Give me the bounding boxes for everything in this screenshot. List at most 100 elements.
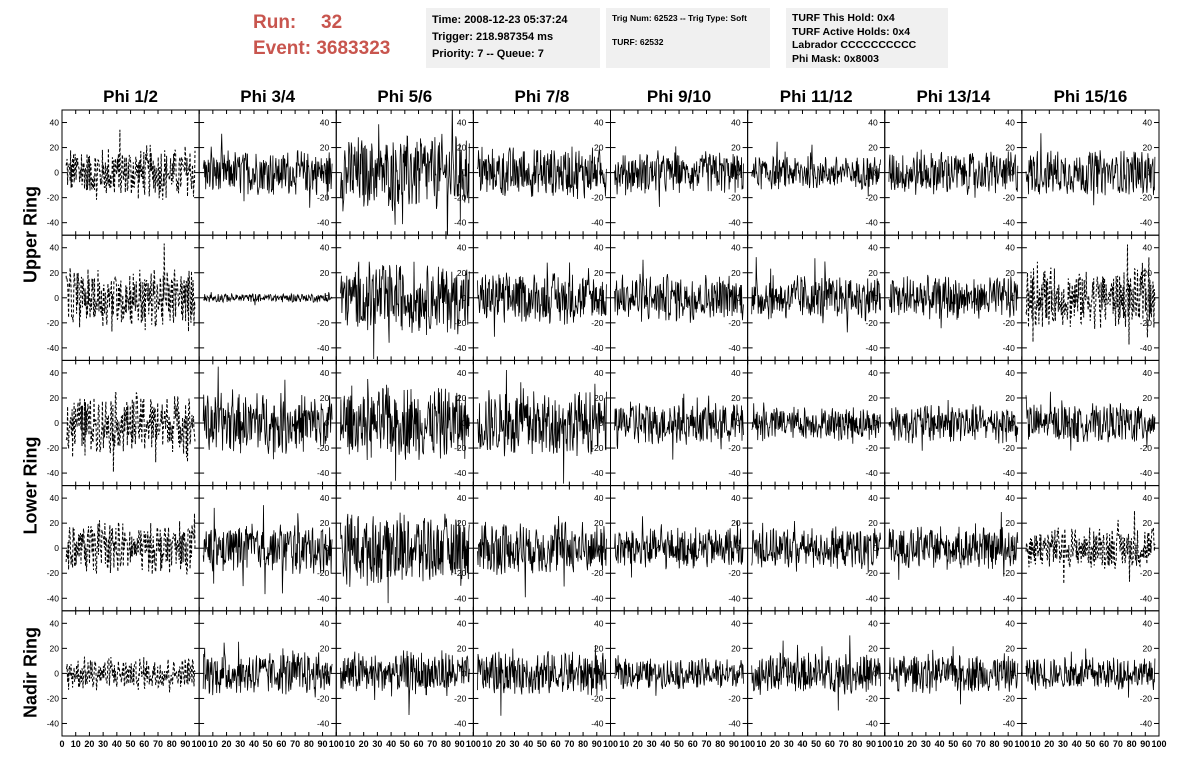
waveform-trace (614, 393, 744, 460)
y-tick-label: -40 (454, 468, 467, 478)
y-tick-label: 20 (320, 393, 330, 403)
y-tick-label: -40 (865, 218, 878, 228)
y-tick-label: 20 (1005, 143, 1015, 153)
y-tick-label: 20 (731, 393, 741, 403)
x-tick-label: 90 (1140, 739, 1150, 749)
x-tick-label: 80 (578, 739, 588, 749)
y-tick-label: 20 (1143, 143, 1153, 153)
x-tick-label: 70 (701, 739, 711, 749)
x-tick-label: 100 (740, 739, 755, 749)
y-tick-label: -20 (591, 443, 604, 453)
x-tick-label: 100 (1014, 739, 1029, 749)
y-tick-label: 40 (594, 618, 604, 628)
y-tick-label: 40 (50, 118, 60, 128)
waveform-trace (340, 512, 470, 604)
y-tick-label: -40 (1003, 468, 1016, 478)
x-tick-label: 40 (797, 739, 807, 749)
x-tick-label: 60 (1099, 739, 1109, 749)
x-tick-label: 10 (893, 739, 903, 749)
y-tick-label: 20 (50, 643, 60, 653)
x-tick-label: 50 (948, 739, 958, 749)
x-tick-label: 30 (372, 739, 382, 749)
x-tick-label: 100 (1151, 739, 1166, 749)
y-tick-label: 40 (731, 493, 741, 503)
y-tick-label: 20 (50, 393, 60, 403)
y-tick-label: -20 (728, 443, 741, 453)
y-tick-label: -20 (1140, 693, 1153, 703)
x-tick-label: 40 (249, 739, 259, 749)
y-tick-label: -40 (47, 343, 60, 353)
waveform-trace (65, 513, 196, 575)
phi-mask-text: Phi Mask: 0x8003 (792, 52, 879, 65)
y-tick-label: 0 (873, 418, 878, 428)
x-tick-label: 10 (619, 739, 629, 749)
x-tick-label: 50 (1085, 739, 1095, 749)
x-tick-label: 70 (976, 739, 986, 749)
y-tick-label: -40 (865, 468, 878, 478)
y-tick-label: 20 (1143, 518, 1153, 528)
event-label: Event: (253, 38, 312, 59)
x-tick-label: 100 (192, 739, 207, 749)
y-tick-label: 40 (868, 118, 878, 128)
x-tick-label: 30 (1058, 739, 1068, 749)
y-tick-label: -20 (317, 193, 330, 203)
x-tick-label: 100 (603, 739, 618, 749)
y-tick-label: 40 (320, 368, 330, 378)
y-tick-label: -40 (865, 343, 878, 353)
y-tick-label: 20 (868, 393, 878, 403)
y-tick-label: -40 (47, 593, 60, 603)
y-tick-label: -20 (47, 318, 60, 328)
y-tick-label: 0 (462, 168, 467, 178)
y-tick-label: -20 (865, 443, 878, 453)
y-tick-label: 20 (457, 518, 467, 528)
y-tick-label: 40 (1005, 618, 1015, 628)
waveform-trace (751, 257, 881, 333)
y-tick-label: 20 (868, 518, 878, 528)
y-tick-label: 20 (457, 643, 467, 653)
y-tick-label: -40 (728, 218, 741, 228)
y-tick-label: -20 (591, 568, 604, 578)
y-tick-label: -20 (454, 443, 467, 453)
y-tick-label: -40 (317, 718, 330, 728)
waveform-trace (202, 366, 333, 460)
y-tick-label: -40 (591, 593, 604, 603)
y-tick-label: 40 (457, 618, 467, 628)
y-tick-label: -20 (591, 318, 604, 328)
x-tick-label: 80 (852, 739, 862, 749)
x-tick-label: 0 (59, 739, 64, 749)
y-tick-label: -40 (728, 343, 741, 353)
y-tick-label: 0 (873, 543, 878, 553)
run-event-header: Run: 32 Event: 3683323 (253, 10, 390, 62)
y-tick-label: -40 (317, 468, 330, 478)
y-tick-label: -20 (728, 193, 741, 203)
y-tick-label: -20 (47, 443, 60, 453)
y-tick-label: 40 (1005, 243, 1015, 253)
y-tick-label: 40 (457, 243, 467, 253)
waveform-trace (202, 641, 333, 698)
x-tick-label: 30 (921, 739, 931, 749)
waveform-trace (203, 292, 333, 306)
y-tick-label: 40 (731, 118, 741, 128)
waveform-trace (751, 402, 881, 444)
y-tick-label: 20 (594, 518, 604, 528)
y-tick-label: 40 (457, 368, 467, 378)
x-tick-label: 10 (482, 739, 492, 749)
y-tick-label: -20 (1003, 193, 1016, 203)
waveform-trace (614, 259, 744, 323)
y-tick-label: 0 (736, 418, 741, 428)
x-tick-label: 40 (386, 739, 396, 749)
y-tick-label: -40 (591, 468, 604, 478)
x-tick-label: 60 (414, 739, 424, 749)
y-tick-label: 20 (320, 143, 330, 153)
y-tick-label: 20 (50, 268, 60, 278)
